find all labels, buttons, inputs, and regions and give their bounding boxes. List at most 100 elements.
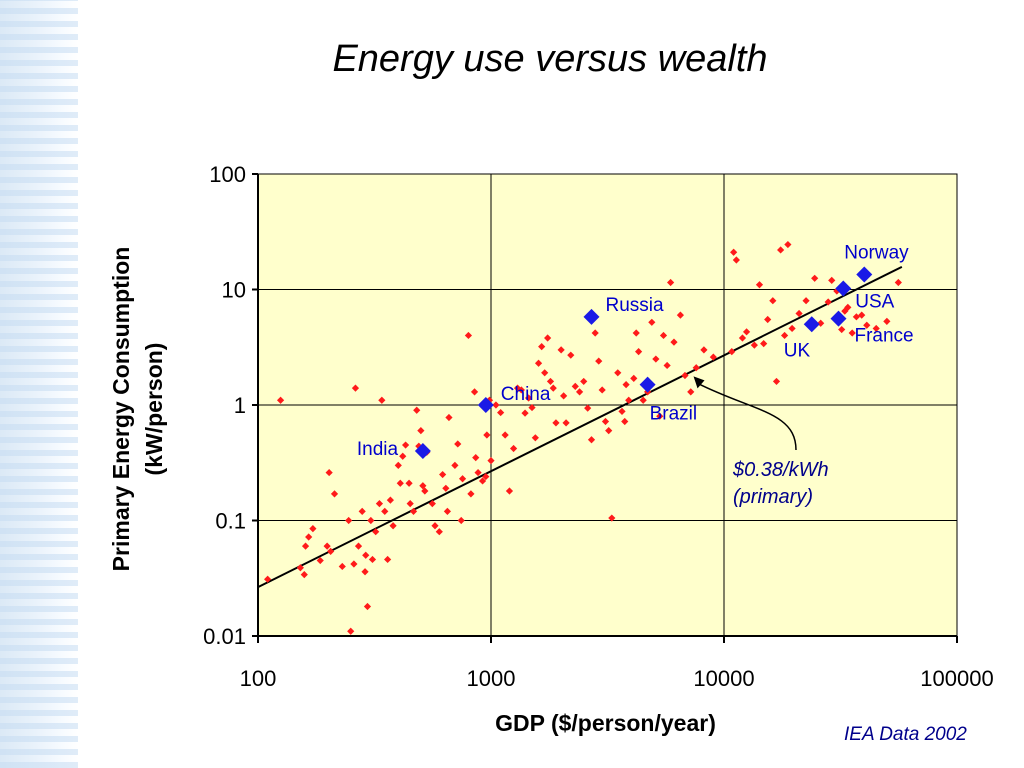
highlight-point-norway [856, 266, 873, 283]
tick-labels: 0.01 0.1 1 10 100 100 1000 10000 100000 [203, 162, 994, 691]
country-point [750, 341, 758, 349]
country-point [802, 297, 810, 305]
country-point [401, 441, 410, 449]
country-point [406, 500, 414, 508]
country-point [472, 454, 480, 462]
country-point [445, 413, 453, 422]
highlight-label-russia: Russia [606, 295, 665, 316]
country-point [524, 394, 533, 402]
country-point [552, 419, 560, 427]
highlight-point-brazil [639, 376, 656, 393]
country-point [833, 287, 841, 295]
country-point [562, 419, 570, 427]
country-point [330, 490, 339, 498]
y-tick-label: 0.1 [215, 509, 246, 534]
country-point [534, 359, 543, 367]
country-point [817, 319, 825, 327]
country-point [421, 487, 429, 495]
country-point [632, 329, 640, 337]
country-point [396, 479, 404, 487]
country-point [858, 311, 866, 319]
country-point [852, 313, 860, 321]
slide-side-pattern [0, 0, 78, 768]
country-point [497, 408, 505, 417]
highlight-label-uk: UK [784, 340, 811, 361]
country-point [730, 248, 738, 256]
country-point [571, 382, 579, 390]
country-point [841, 307, 849, 315]
y-axis-label: Primary Energy Consumption (kW/person) [108, 247, 167, 572]
country-point [648, 318, 656, 326]
country-point [509, 444, 518, 453]
country-point [363, 602, 372, 611]
country-point [652, 355, 660, 363]
x-tick-label: 10000 [693, 666, 754, 691]
country-point [501, 431, 509, 439]
country-point [439, 470, 447, 479]
highlight-label-norway: Norway [844, 242, 909, 263]
country-point [742, 328, 751, 336]
country-point [595, 357, 603, 365]
country-point [521, 409, 529, 417]
country-point [338, 562, 346, 571]
country-point [557, 346, 565, 354]
x-axis-label: GDP ($/person/year) [495, 710, 716, 736]
highlight-point-uk [803, 316, 820, 333]
country-point [350, 560, 358, 568]
highlight-point-france [830, 310, 847, 327]
country-point [362, 551, 370, 559]
country-point [405, 479, 413, 487]
country-point [584, 404, 592, 412]
highlight-point-china [477, 397, 494, 413]
y-axis-label-line: (kW/person) [141, 343, 167, 476]
country-point [347, 627, 355, 635]
country-point [580, 377, 588, 386]
y-tick-label: 0.01 [203, 624, 246, 649]
country-point [470, 388, 479, 396]
country-point [591, 329, 599, 337]
country-point [838, 325, 846, 334]
country-point [451, 461, 459, 469]
country-point [487, 457, 495, 465]
country-point [755, 281, 764, 289]
highlighted-countries: India China Russia Brazil UK France USA Norway [357, 242, 914, 460]
country-point [605, 427, 613, 435]
highlight-point-usa [835, 280, 852, 297]
country-point [738, 334, 747, 342]
country-point [478, 477, 487, 485]
country-point [464, 331, 473, 340]
country-point [760, 340, 768, 348]
x-tick-label: 100000 [920, 666, 993, 691]
country-point [276, 396, 285, 404]
country-point [795, 309, 803, 318]
country-point [728, 347, 736, 356]
country-point [531, 434, 539, 442]
country-point [788, 324, 796, 333]
country-point [442, 484, 450, 492]
country-point [389, 522, 397, 530]
country-point [458, 475, 467, 483]
y-axis-label-line: Primary Energy Consumption [108, 247, 134, 572]
country-point [378, 396, 386, 404]
country-point [457, 516, 465, 525]
country-point [443, 507, 452, 515]
highlight-point-india [414, 442, 431, 459]
country-point [541, 369, 549, 377]
country-point [700, 346, 708, 354]
country-point [601, 417, 610, 426]
country-point [634, 347, 643, 356]
country-point [625, 396, 633, 404]
country-point [872, 324, 880, 333]
country-point [824, 298, 832, 306]
country-point [659, 331, 668, 340]
source-note: IEA Data 2002 [844, 724, 967, 745]
country-point [780, 331, 789, 340]
country-point [305, 533, 313, 541]
country-point [386, 496, 394, 504]
country-point [394, 461, 402, 469]
country-point [528, 403, 536, 412]
country-point [828, 276, 836, 284]
country-point [560, 392, 568, 400]
country-point [372, 528, 380, 536]
